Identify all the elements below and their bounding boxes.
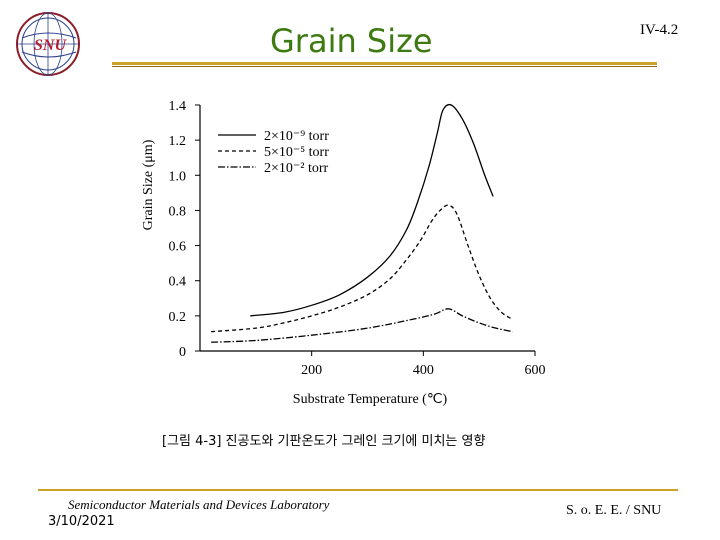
- title-divider-shadow: [112, 66, 657, 67]
- organization: S. o. E. E. / SNU: [566, 503, 662, 518]
- y-tick-label: 1.2: [169, 134, 187, 149]
- chart-axes: [199, 105, 535, 352]
- x-axis-label: Substrate Temperature (℃): [293, 392, 448, 407]
- slide-number: IV-4.2: [640, 22, 679, 38]
- series-line-2: [211, 204, 514, 333]
- y-tick-label: 0.4: [169, 275, 187, 290]
- footer-divider: [38, 489, 678, 491]
- y-tick-label: 1.4: [169, 99, 187, 114]
- title-divider: [112, 62, 657, 65]
- page-title: Grain Size: [270, 22, 433, 60]
- x-tick-label: 200: [301, 363, 322, 378]
- lab-name: Semiconductor Materials and Devices Labo…: [68, 497, 330, 512]
- x-tick-label: 400: [413, 363, 434, 378]
- figure-caption: [그림 4-3] 진공도와 기판온도가 그레인 크기에 미치는 영향: [162, 434, 486, 449]
- chart-series: [211, 103, 514, 343]
- y-tick-label: 1.0: [169, 169, 187, 184]
- x-tick-label: 600: [525, 363, 546, 378]
- logo-text: SNU: [34, 37, 67, 54]
- y-tick-label: 0.2: [169, 310, 187, 325]
- grain-size-chart: 0 0.2 0.4 0.6 0.8 1.0 1.2 1.4 200 400 600 2×10⁻⁹ t…: [141, 99, 546, 407]
- chart-ticks: 0 0.2 0.4 0.6 0.8 1.0 1.2 1.4 200 400 600: [169, 99, 546, 378]
- legend-label-1: 2×10⁻⁹ torr: [264, 129, 329, 144]
- legend-label-3: 2×10⁻² torr: [264, 161, 329, 176]
- slide-date: 3/10/2021: [48, 514, 115, 529]
- y-tick-label: 0.8: [169, 204, 187, 219]
- y-axis-label: Grain Size (μm): [141, 139, 156, 230]
- series-line-1: [250, 103, 494, 317]
- y-tick-label: 0: [179, 345, 186, 360]
- snu-logo: SNU: [16, 12, 80, 76]
- legend-label-2: 5×10⁻⁵ torr: [264, 145, 329, 160]
- y-tick-label: 0.6: [169, 240, 187, 255]
- series-line-3: [211, 308, 513, 343]
